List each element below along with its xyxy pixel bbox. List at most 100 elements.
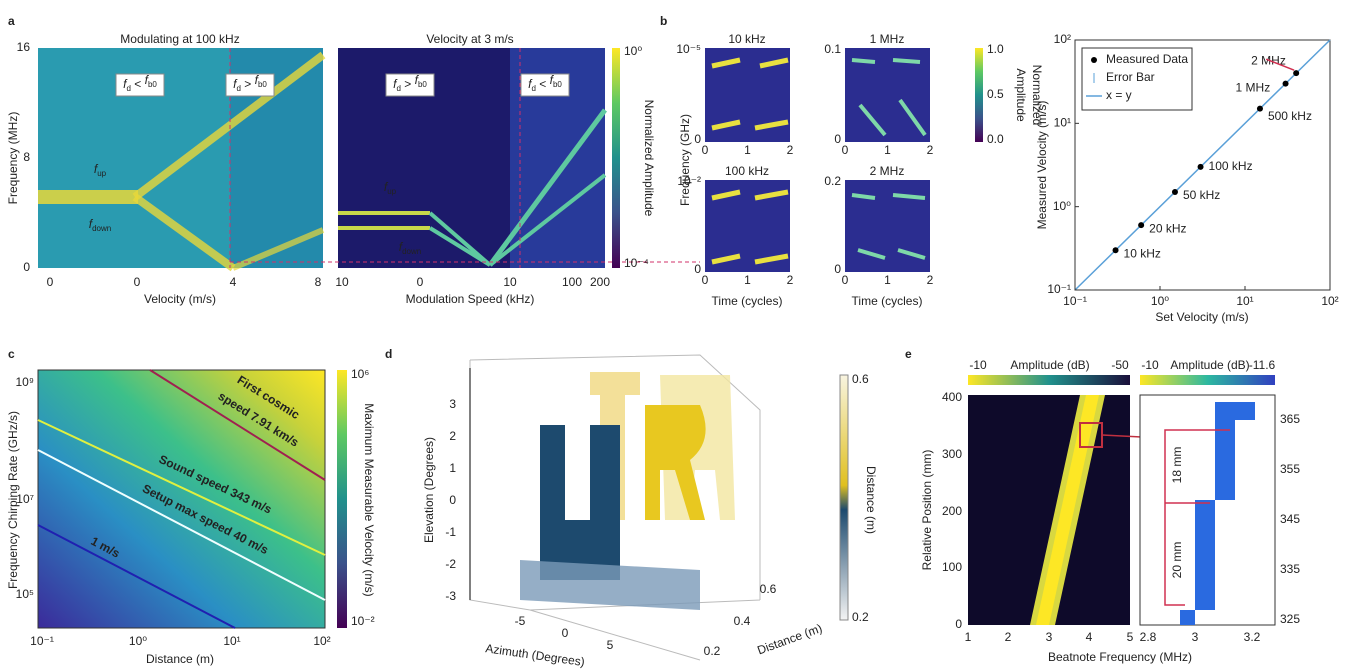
label: 1 MHz [870, 32, 905, 46]
label: -10 [969, 358, 987, 372]
legend-entry: x = y [1106, 88, 1132, 102]
tick-label: 3 [1192, 630, 1199, 644]
colorbar [337, 370, 347, 628]
tick-label: 4 [230, 275, 237, 289]
tick-label: 5 [1127, 630, 1134, 644]
tick-label: 10⁵ [16, 587, 34, 601]
tick-label: 2 [449, 429, 456, 443]
label: -10 [1141, 358, 1159, 372]
trace [38, 190, 138, 204]
tick-label: 0 [449, 493, 456, 507]
tick-label: 0 [834, 262, 841, 276]
point-cloud [470, 355, 848, 660]
label: Set Velocity (m/s) [1155, 310, 1248, 324]
colorbar [1140, 375, 1275, 385]
label: Distance (m) [755, 621, 824, 657]
label: Frequency (GHz) [678, 114, 692, 206]
data-point [1293, 70, 1299, 76]
tick-label: 10¹ [1054, 116, 1071, 130]
tick-label: 2.8 [1140, 630, 1157, 644]
tick-label: 0 [694, 262, 701, 276]
tick-label: 16 [17, 40, 31, 54]
point-label: 50 kHz [1183, 188, 1220, 202]
spectrograms [705, 48, 983, 272]
legend-entry: Measured Data [1106, 52, 1188, 66]
tick-label: 10² [313, 634, 330, 648]
tick-label: 0 [134, 275, 141, 289]
label: 10 kHz [728, 32, 765, 46]
tick-label: 8 [315, 275, 322, 289]
label: Maximum Measurable Velocity (m/s) [362, 403, 376, 596]
label: -11.6 [1249, 358, 1276, 372]
label: 20 mm [1170, 542, 1184, 579]
tick-label: 4 [1086, 630, 1093, 644]
label: Distance (m) [864, 466, 878, 534]
tick-label: 0.6 [760, 582, 777, 596]
tick-label: 325 [1280, 612, 1300, 626]
label: Velocity at 3 m/s [426, 32, 513, 46]
label: Time (cycles) [852, 294, 923, 308]
tick-label: 0.1 [824, 42, 841, 56]
label: 0.2 [852, 610, 869, 624]
label: 10⁶ [351, 367, 369, 381]
tick-label: 2 [787, 273, 794, 287]
tick-label: 1.0 [987, 42, 1004, 56]
annotation-part: b0 [553, 80, 562, 89]
colorbar [968, 375, 1130, 385]
tick-label: 200 [942, 504, 962, 518]
annotation-part: < [536, 77, 550, 91]
tick-label: 400 [942, 390, 962, 404]
tick-label: 10 [335, 275, 349, 289]
label: Amplitude (dB) [1010, 358, 1089, 372]
tick-label: 1 [744, 273, 751, 287]
label: 0.6 [852, 372, 869, 386]
data-point [1138, 222, 1144, 228]
label: Amplitude [1014, 68, 1028, 122]
annotation-part: > [241, 77, 255, 91]
annotation-part: b0 [258, 80, 267, 89]
data-point [1257, 106, 1263, 112]
legend-entry: Error Bar [1106, 70, 1155, 84]
point-label: 10 kHz [1124, 246, 1161, 260]
tick-label: 2 [927, 143, 934, 157]
label: Modulating at 100 kHz [120, 32, 239, 46]
label: 2 MHz [870, 164, 905, 178]
label: Frequency (MHz) [6, 112, 20, 205]
label: Distance (m) [146, 652, 214, 666]
label: Measured Velocity (m/s) [1035, 101, 1049, 230]
tick-label: -2 [445, 557, 456, 571]
legend-marker [1091, 57, 1097, 63]
tick-label: -3 [445, 589, 456, 603]
tick-label: 5 [607, 638, 614, 652]
tick-label: 0 [702, 273, 709, 287]
tick-label: 0 [842, 273, 849, 287]
tick-label: 0 [955, 617, 962, 631]
tick-label: 10¹ [223, 634, 240, 648]
tick-label: 0.5 [987, 87, 1004, 101]
floor [520, 560, 700, 610]
tick-label: 1 [744, 143, 751, 157]
tick-label: 10² [1054, 32, 1071, 46]
annotation-part: b0 [148, 80, 157, 89]
colorbar [612, 48, 620, 268]
tick-label: 1 [884, 143, 891, 157]
panel-label: b [660, 14, 667, 28]
panel-label: d [385, 347, 392, 361]
annotation-part: down [92, 224, 111, 233]
tick-label: 10⁰ [1053, 199, 1071, 213]
tick-label: 10 [503, 275, 517, 289]
tick-label: 0 [842, 143, 849, 157]
tick-label: 365 [1280, 412, 1300, 426]
tick-label: 100 [562, 275, 582, 289]
tick-label: 0.4 [734, 614, 751, 628]
data-point [1172, 189, 1178, 195]
tick-label: 0.2 [824, 174, 841, 188]
label: -50 [1111, 358, 1129, 372]
tick-label: 345 [1280, 512, 1300, 526]
tick-label: -1 [445, 525, 456, 539]
label: Elevation (Degrees) [422, 437, 436, 543]
annotation-part: > [401, 77, 415, 91]
tick-label: 0.0 [987, 132, 1004, 146]
data-point [1198, 164, 1204, 170]
figure: abcdeModulating at 100 kHzVelocity (m/s)… [0, 0, 1359, 670]
